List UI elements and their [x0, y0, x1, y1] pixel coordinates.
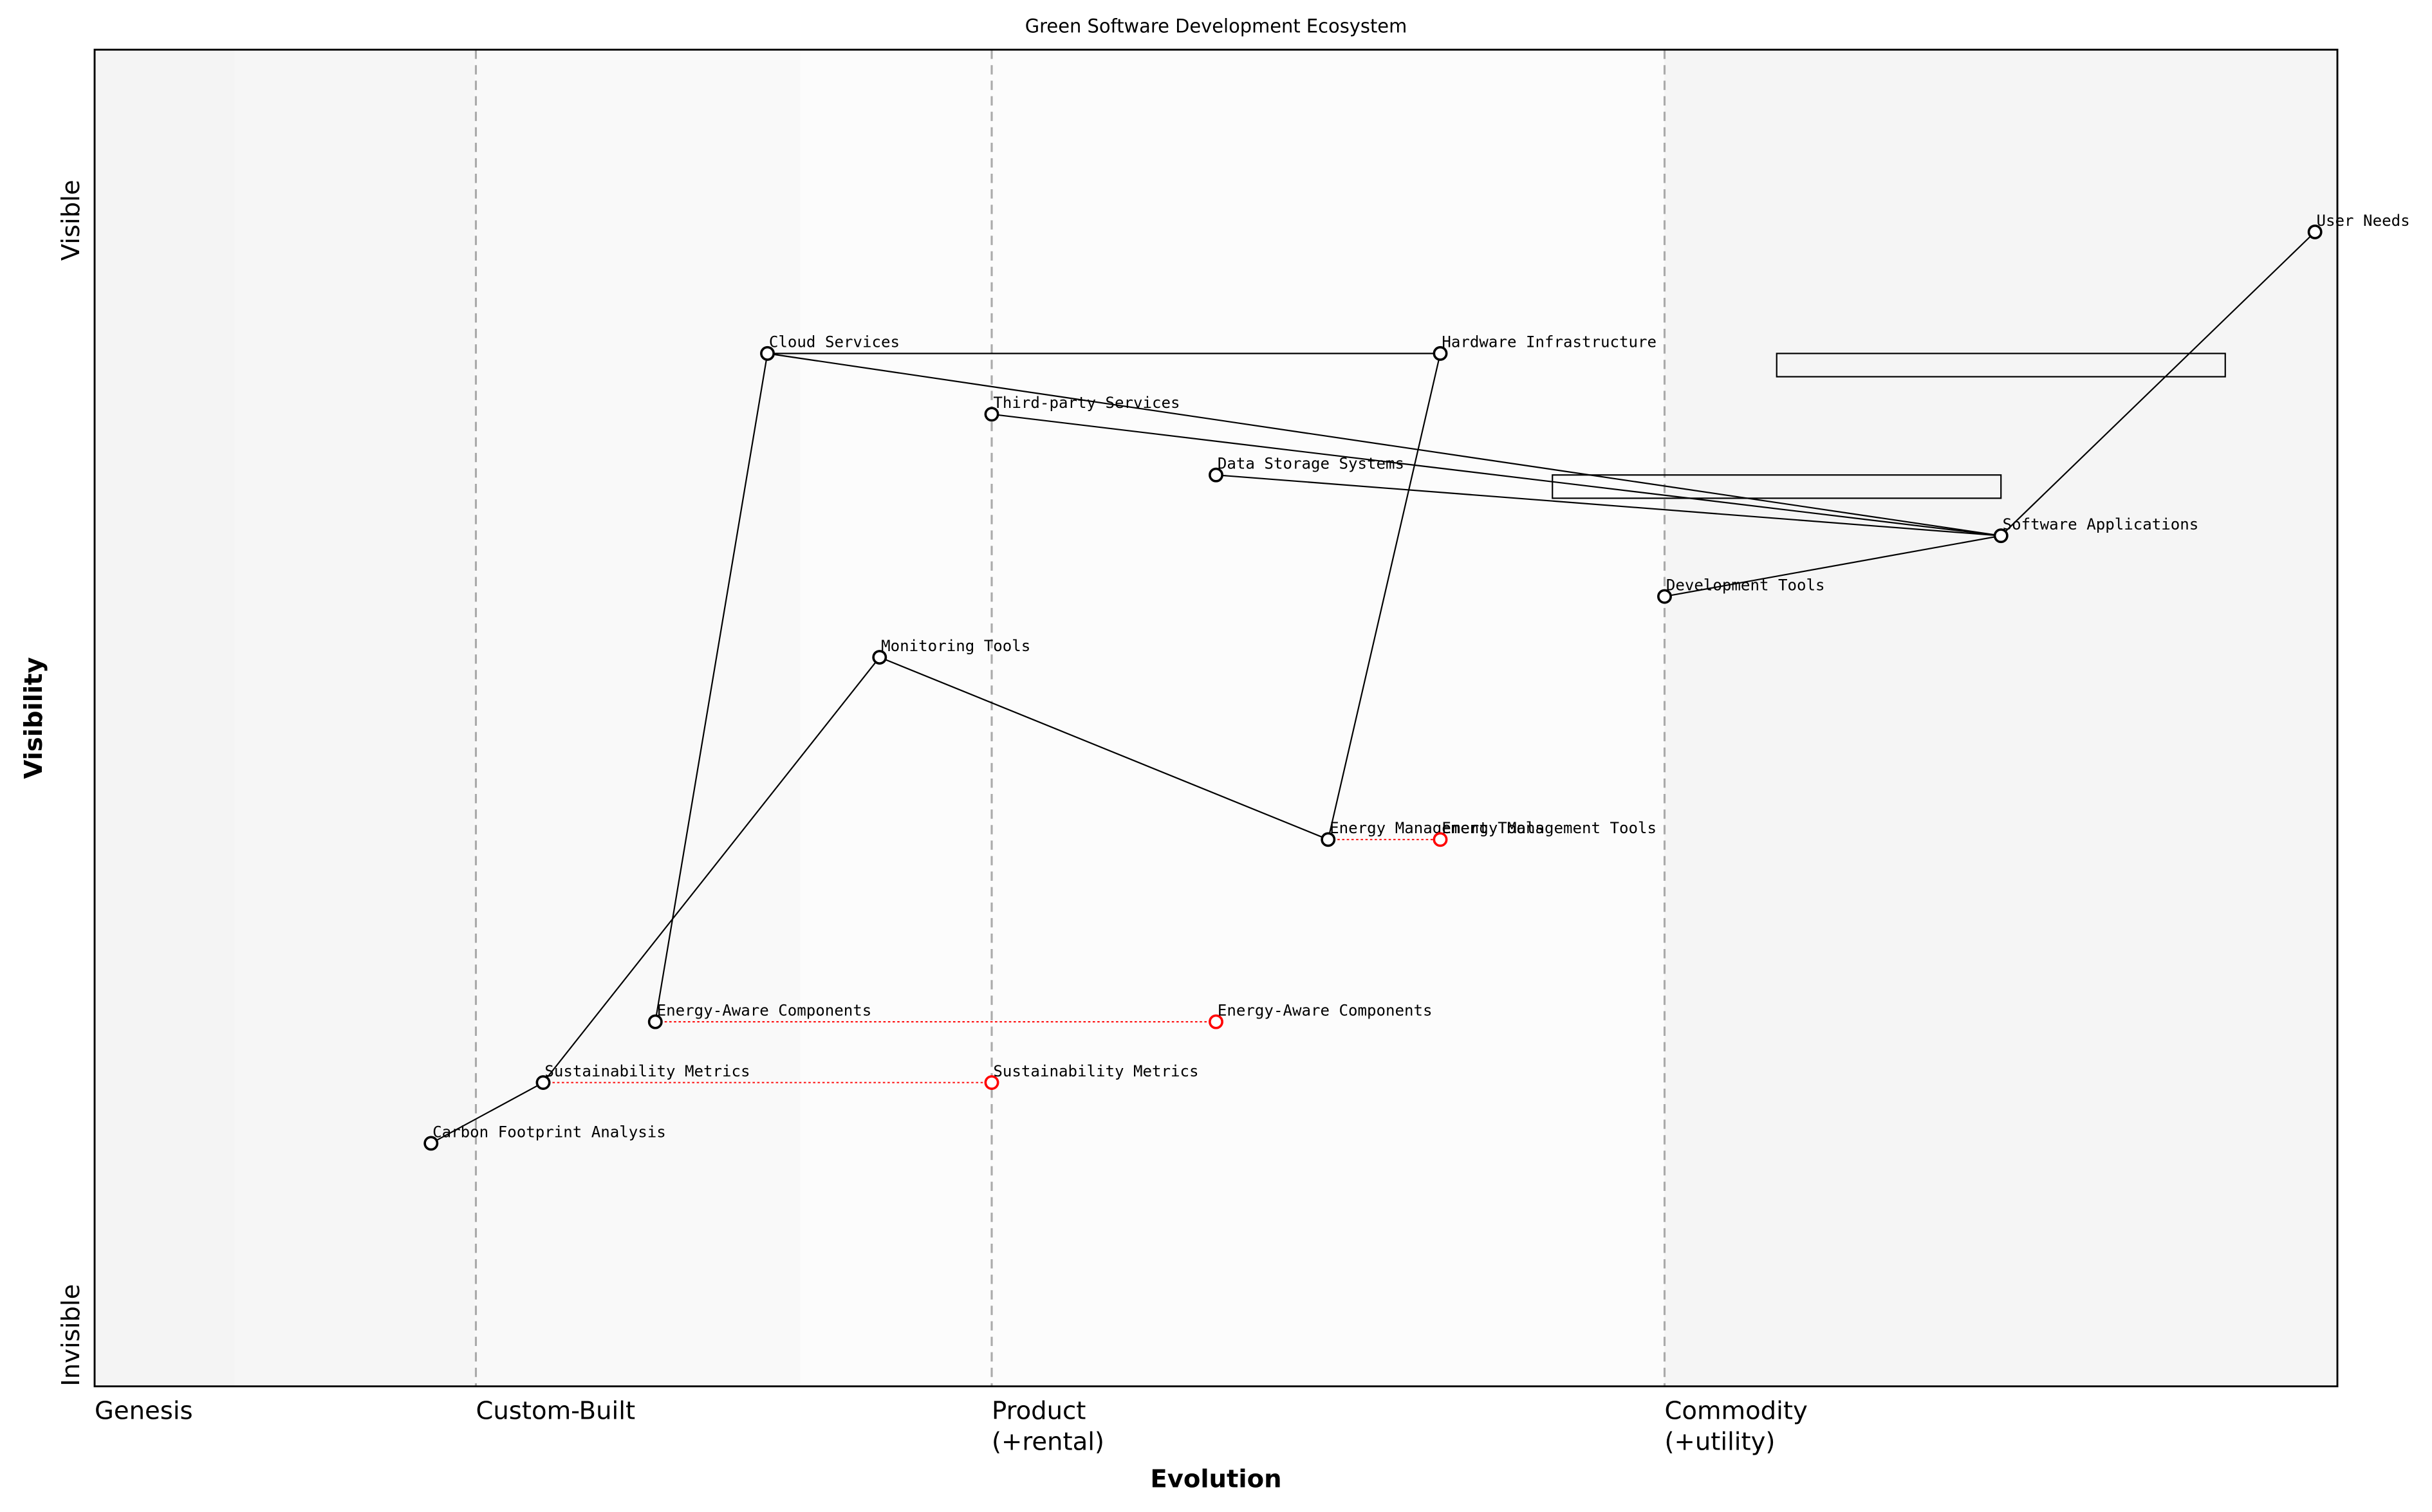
component-label: Hardware Infrastructure	[1442, 333, 1657, 351]
y-top-label: Visible	[57, 180, 86, 261]
evolved-component-label: Energy Management Tools	[1442, 819, 1657, 837]
component	[1657, 589, 1672, 604]
component-label: Energy-Aware Components	[657, 1001, 872, 1019]
y-axis-title: Visibility	[19, 657, 48, 779]
component-label: Development Tools	[1666, 576, 1825, 594]
evolved-component	[984, 1075, 999, 1090]
link	[654, 353, 768, 1022]
link	[2000, 231, 2316, 537]
component	[872, 650, 887, 665]
component-label: User Needs	[2317, 212, 2410, 230]
component-label: Carbon Footprint Analysis	[432, 1123, 666, 1141]
component	[984, 407, 999, 422]
link	[543, 656, 880, 1083]
stage-label: Custom-Built	[476, 1396, 635, 1425]
x-axis-title: Evolution	[1150, 1464, 1281, 1493]
link	[1216, 474, 2001, 537]
band	[95, 50, 234, 1387]
link	[431, 1082, 544, 1144]
evolved-component	[1209, 1014, 1223, 1029]
stage-label: Genesis	[95, 1396, 193, 1425]
stage-label: Commodity	[1664, 1396, 1807, 1425]
evolved-component	[1433, 832, 1448, 847]
band	[800, 50, 1665, 1387]
component-label: Data Storage Systems	[1218, 455, 1404, 473]
link	[991, 413, 2001, 537]
stage-label: (+utility)	[1664, 1428, 1775, 1457]
component-label: Third-party Services	[993, 394, 1180, 412]
evolved-component-label: Energy-Aware Components	[1218, 1001, 1433, 1019]
stage-label: Product	[992, 1396, 1086, 1425]
component	[647, 1014, 663, 1029]
component	[760, 346, 775, 361]
component-label: Software Applications	[2003, 515, 2199, 533]
plot: Genesis Custom-Built Product (+rental) Commo…	[95, 50, 2410, 1457]
link	[879, 656, 1329, 840]
pipeline	[1552, 474, 2002, 499]
band	[1664, 50, 2337, 1387]
component-label: Monitoring Tools	[881, 637, 1030, 655]
link	[1327, 353, 1442, 840]
chart-title: Green Software Development Ecosystem	[1025, 15, 1407, 37]
component	[1433, 346, 1448, 361]
component-label: Cloud Services	[769, 333, 900, 351]
component	[2307, 225, 2323, 239]
stage-label: (+rental)	[992, 1428, 1104, 1457]
evolved-component-label: Sustainability Metrics	[993, 1062, 1198, 1080]
y-bottom-label: Invisible	[57, 1284, 86, 1387]
component	[1993, 528, 2009, 544]
component	[1209, 467, 1223, 483]
band	[234, 50, 475, 1387]
pipeline	[1776, 353, 2226, 378]
component	[535, 1075, 551, 1090]
link	[1664, 535, 2001, 598]
component	[1321, 832, 1336, 847]
component	[423, 1136, 439, 1151]
link	[767, 353, 2001, 537]
component-label: Sustainability Metrics	[544, 1062, 750, 1080]
plot-frame	[93, 48, 2339, 1388]
